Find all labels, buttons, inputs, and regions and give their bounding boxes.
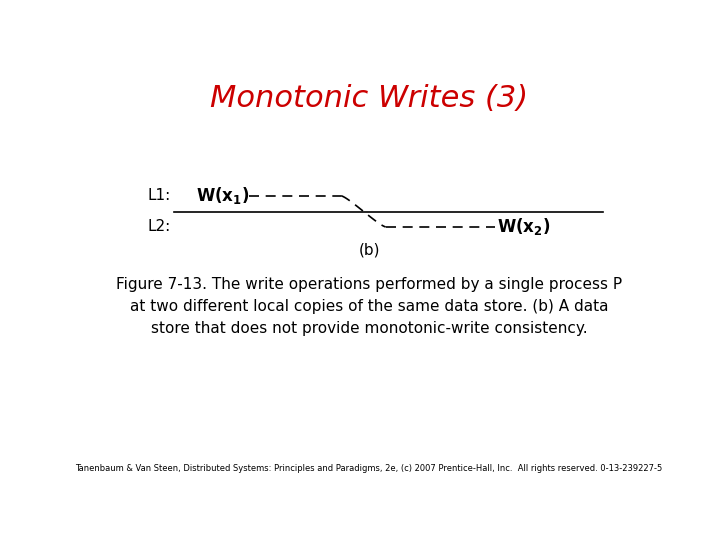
Text: $\bf{W(x_2)}$: $\bf{W(x_2)}$ — [498, 217, 551, 238]
Text: Monotonic Writes (3): Monotonic Writes (3) — [210, 84, 528, 112]
Text: Figure 7-13. The write operations performed by a single process P
at two differe: Figure 7-13. The write operations perfor… — [116, 277, 622, 336]
Text: (b): (b) — [359, 242, 379, 258]
Text: L1:: L1: — [148, 188, 171, 203]
Text: L2:: L2: — [148, 219, 171, 234]
Text: Tanenbaum & Van Steen, Distributed Systems: Principles and Paradigms, 2e, (c) 20: Tanenbaum & Van Steen, Distributed Syste… — [76, 464, 662, 473]
Text: $\bf{W(x_1)}$: $\bf{W(x_1)}$ — [196, 185, 250, 206]
